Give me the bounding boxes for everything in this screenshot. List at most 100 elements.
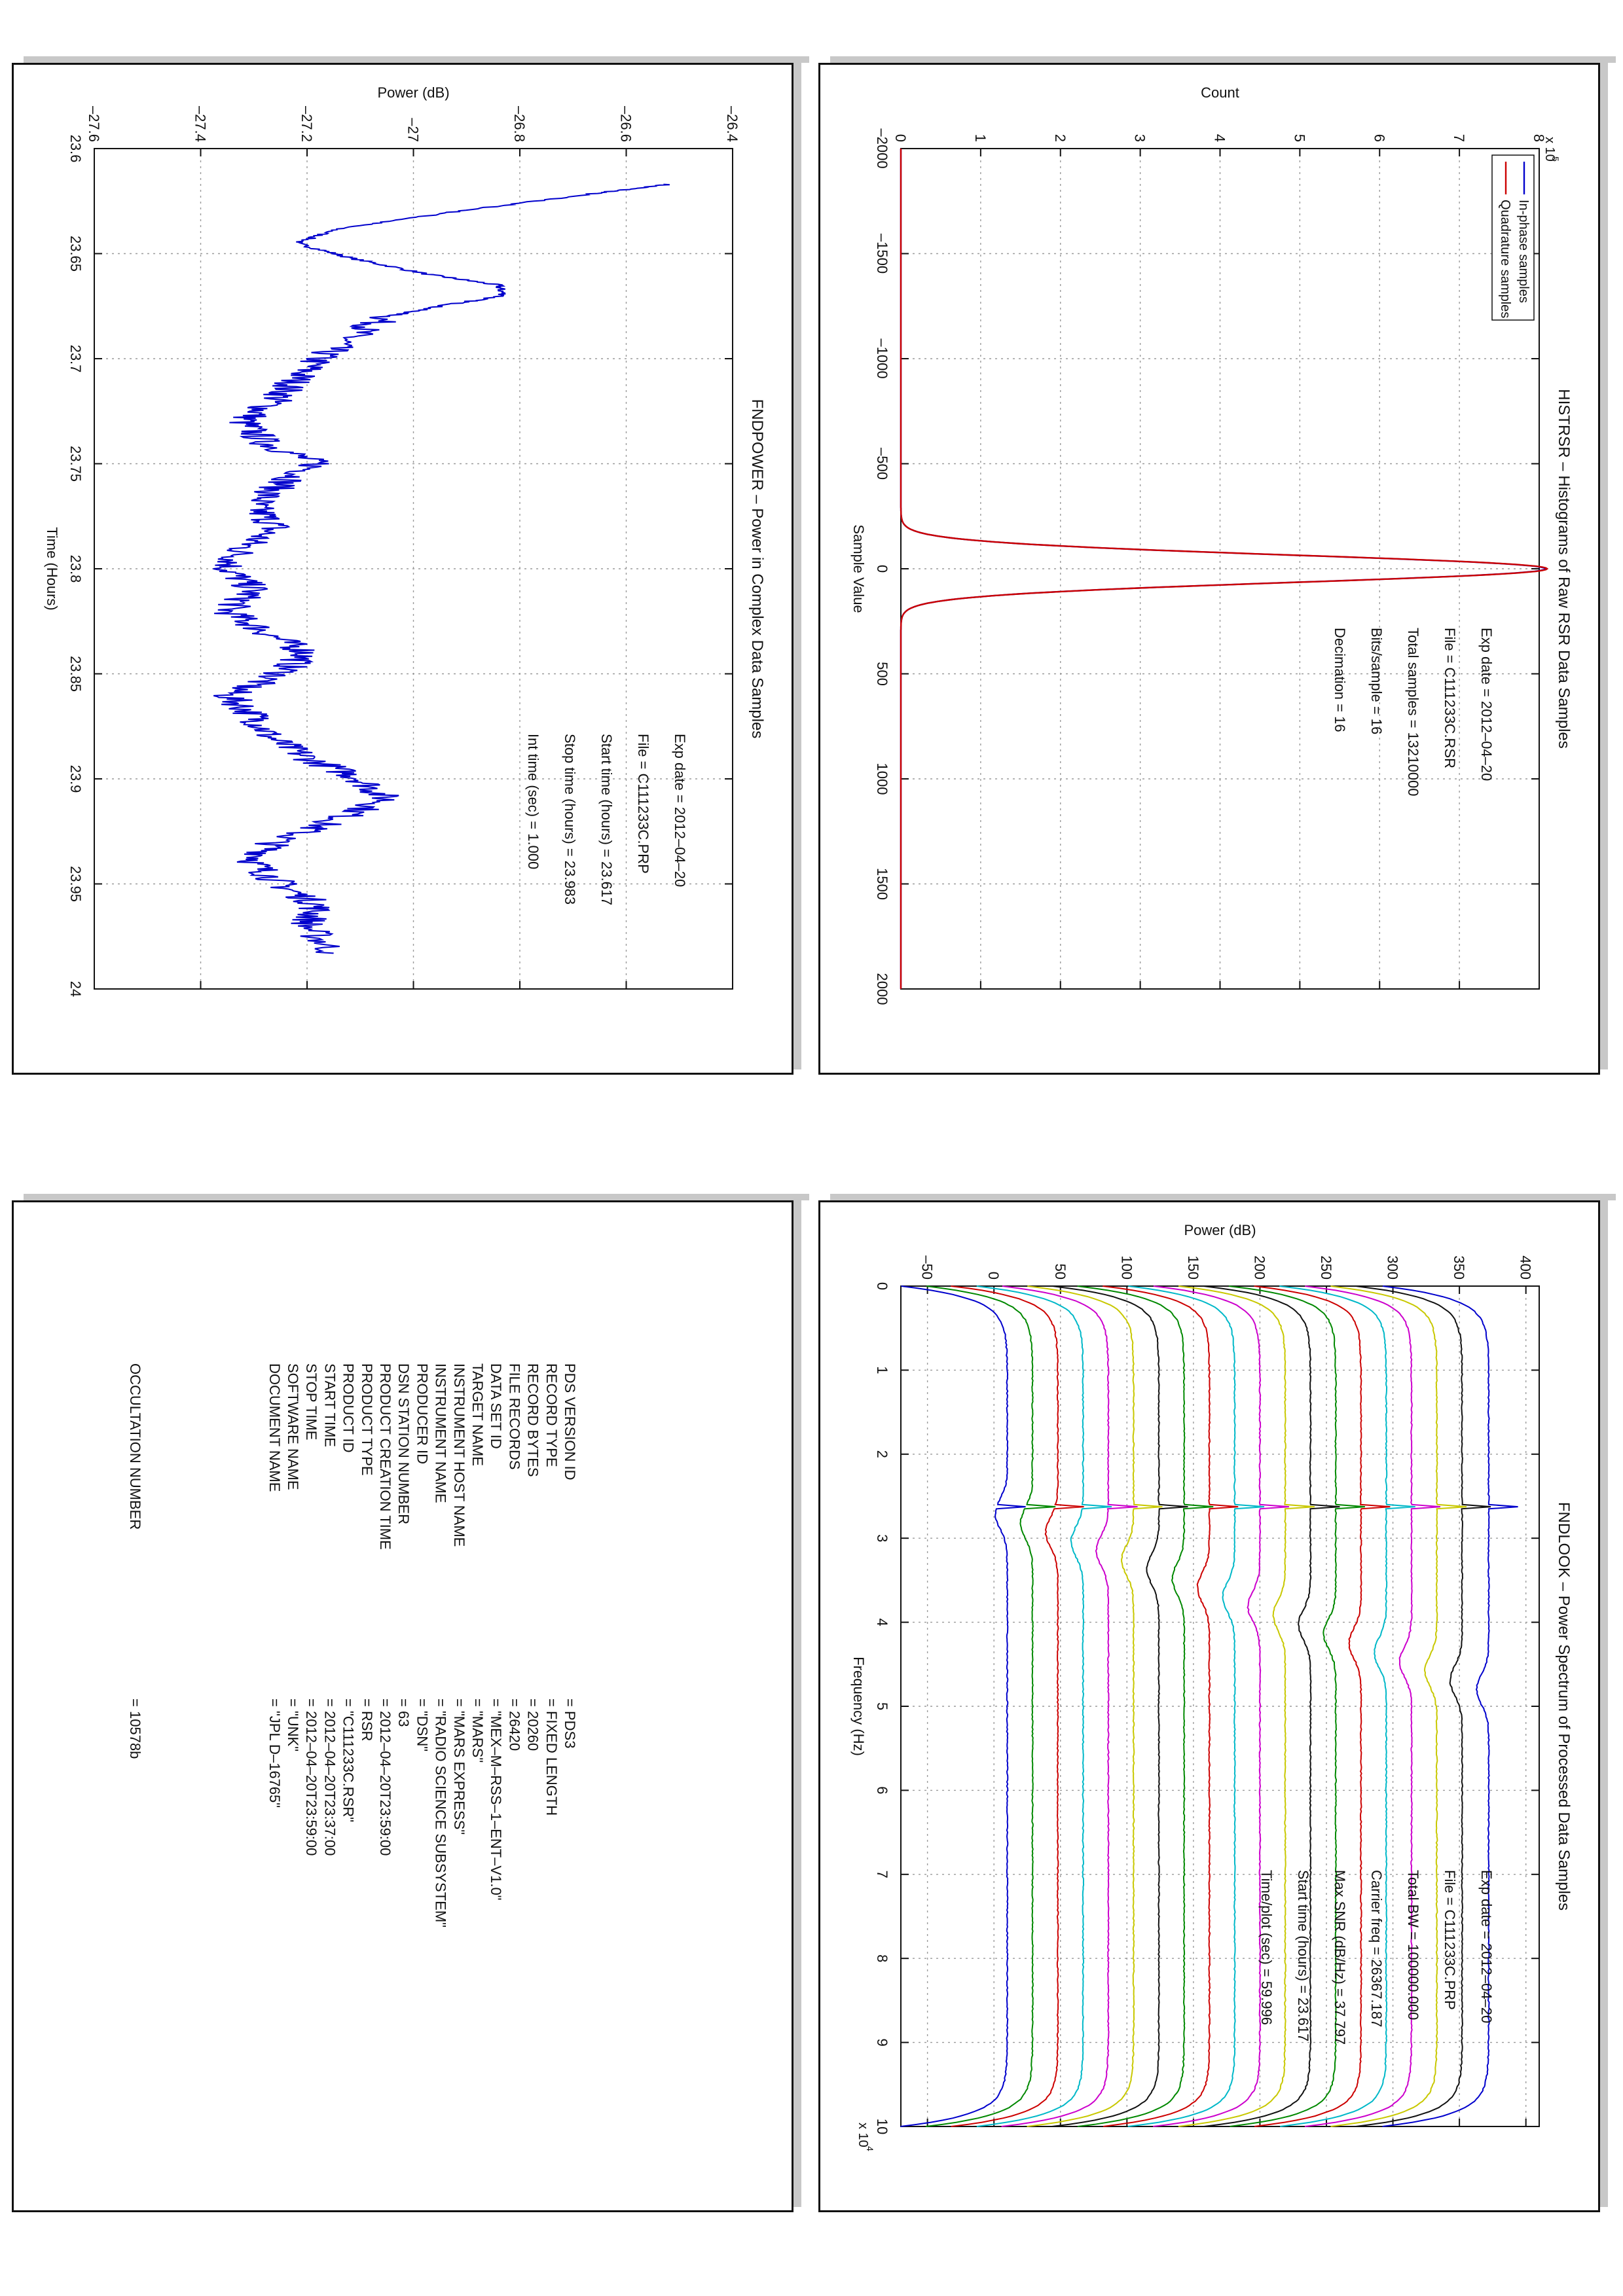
- pds-key: PRODUCT ID: [340, 1363, 357, 1453]
- x-tick-label: 23.85: [67, 656, 84, 692]
- pds-value: = PDS3: [562, 1698, 578, 1748]
- x-tick-label: 1500: [874, 868, 890, 900]
- spectrum-line: [925, 1285, 1056, 2127]
- y-multiplier-exponent: 5: [1550, 156, 1561, 162]
- spectrum-line: [1279, 1285, 1415, 2127]
- plot-area-border: [900, 1285, 1540, 2127]
- x-tick-label: 23.7: [67, 345, 84, 373]
- pds-key: RECORD BYTES: [525, 1363, 541, 1477]
- y-tick-label: 350: [1451, 1255, 1467, 1280]
- chart-title: FNDPOWER – Power in Complex Data Samples: [748, 399, 766, 739]
- plot-area-border: [94, 148, 733, 990]
- pds-value: = "JPL D–16765": [266, 1698, 283, 1808]
- pds-value: = "MARS": [469, 1698, 486, 1763]
- y-tick-label: –27: [405, 118, 422, 142]
- info-label: Decimation = 16: [1332, 628, 1348, 732]
- y-tick-label: –27.4: [192, 106, 209, 142]
- plot-area-border: [900, 148, 1540, 990]
- info-label: Start time (hours) = 23.617: [598, 734, 615, 905]
- info-label: Stop time (hours) = 23.983: [562, 734, 578, 905]
- pds-value: = 2012–04–20T23:59:00: [377, 1698, 393, 1856]
- info-label: Time/plot (sec) = 59.996: [1258, 1870, 1275, 2025]
- pds-key: INSTRUMENT HOST NAME: [451, 1363, 467, 1547]
- legend-box: [1491, 154, 1535, 321]
- x-tick-label: 500: [874, 662, 890, 686]
- panel-frame: 0 1 2 3 4 5 6 7 8 9 10 –50 0 50 100 150 200 250 300 350 400 F…: [818, 1200, 1600, 2212]
- pds-value: = "UNK": [285, 1698, 301, 1751]
- pds-value: = RSR: [359, 1698, 375, 1741]
- x-tick-label: 10: [874, 2119, 890, 2134]
- y-axis-label: Power (dB): [377, 84, 449, 101]
- x-tick-label: 8: [874, 1954, 890, 1962]
- pds-key: SOFTWARE NAME: [285, 1363, 301, 1490]
- panel-shadow: [793, 56, 801, 1069]
- spectrum-line: [1103, 1285, 1239, 2127]
- pds-key: PRODUCT TYPE: [359, 1363, 375, 1476]
- info-label: Bits/sample = 16: [1368, 628, 1385, 734]
- x-tick-label: 24: [67, 981, 84, 997]
- spectrum-line: [1228, 1285, 1365, 2127]
- spectrum-line: [1355, 1285, 1491, 2127]
- x-tick-label: 4: [874, 1618, 890, 1626]
- y-axis-label: Count: [1201, 84, 1239, 101]
- info-label: Total BW = 100000.000: [1405, 1870, 1421, 2020]
- y-tick-label: 6: [1371, 134, 1387, 142]
- panel-shadow: [793, 1194, 801, 2207]
- fndlook-chart: 0 1 2 3 4 5 6 7 8 9 10 –50 0 50 100 150 200 250 300 350 400 F…: [850, 1222, 1573, 2151]
- panel-shadow: [1600, 56, 1608, 1069]
- y-tick-label: –27.6: [86, 106, 102, 142]
- y-tick-label: –50: [919, 1255, 936, 1280]
- info-label: Exp date = 2012–04–20: [672, 734, 688, 887]
- x-multiplier-label: x 10: [856, 2123, 870, 2147]
- pds-key: TARGET NAME: [469, 1363, 486, 1466]
- pds-key: PRODUCER ID: [414, 1363, 430, 1464]
- x-tick-label: 23.9: [67, 765, 84, 793]
- pds-label-table: PDS VERSION ID = PDS3 RECORD TYPE = FIXED L…: [127, 1363, 578, 1928]
- x-tick-label: 23.6: [67, 135, 84, 163]
- pds-value: = 63: [395, 1698, 412, 1727]
- histogram-line-in-phase: [900, 149, 1547, 989]
- y-axis-label: Power (dB): [1184, 1222, 1256, 1238]
- pds-value: = 2012–04–20T23:37:00: [321, 1698, 338, 1856]
- info-label: Exp date = 2012–04–20: [1478, 1870, 1495, 2023]
- pds-value: = "MARS EXPRESS": [451, 1698, 467, 1835]
- x-tick-label: –500: [874, 448, 890, 480]
- x-tick-label: 23.95: [67, 866, 84, 902]
- pds-key: DSN STATION NUMBER: [395, 1363, 412, 1524]
- x-tick-label: 0: [874, 1282, 890, 1290]
- y-tick-label: 100: [1118, 1255, 1135, 1280]
- spectrum-line: [1382, 1285, 1518, 2127]
- y-tick-label: –27.2: [299, 106, 315, 142]
- panel-shadow: [24, 56, 809, 63]
- legend-label: In-phase samples: [1516, 200, 1531, 303]
- histogram-line-quadrature: [900, 149, 1549, 989]
- y-tick-label: 3: [1132, 134, 1148, 142]
- pds-key: OCCULTATION NUMBER: [127, 1363, 143, 1530]
- spectrum-line: [1203, 1285, 1340, 2127]
- pds-value: = 20260: [525, 1698, 541, 1751]
- pds-key: DOCUMENT NAME: [266, 1363, 283, 1492]
- pds-value: = "RADIO SCIENCE SUBSYSTEM": [433, 1698, 449, 1928]
- panel-shadow: [830, 1194, 1616, 1200]
- pds-value: = "DSN": [414, 1698, 430, 1751]
- y-tick-label: 50: [1052, 1264, 1068, 1280]
- info-label: File = C111233C.PRP: [1442, 1870, 1458, 2010]
- y-tick-label: 0: [985, 1272, 1002, 1280]
- spectrum-line: [1304, 1285, 1441, 2127]
- x-tick-label: 2: [874, 1450, 890, 1458]
- spectrum-line: [976, 1285, 1112, 2127]
- x-tick-label: –1500: [874, 234, 890, 274]
- panel-shadow: [830, 56, 1616, 63]
- y-tick-label: 4: [1212, 134, 1228, 142]
- x-tick-label: 7: [874, 1871, 890, 1878]
- pds-key: FILE RECORDS: [506, 1363, 522, 1470]
- pds-value: = 2012–04–20T23:59:00: [303, 1698, 319, 1856]
- fndpower-panel: 23.6 23.65 23.7 23.75 23.8 23.85 23.9 23.95 24 –2…: [12, 56, 809, 1075]
- y-tick-label: 5: [1291, 134, 1307, 142]
- x-tick-label: 9: [874, 2038, 890, 2046]
- x-tick-label: 23.65: [67, 236, 84, 272]
- spectrum-line: [1330, 1285, 1467, 2127]
- y-tick-label: 150: [1185, 1255, 1201, 1280]
- info-label: File = C111233C.PRP: [635, 734, 651, 874]
- y-tick-label: 7: [1451, 134, 1467, 142]
